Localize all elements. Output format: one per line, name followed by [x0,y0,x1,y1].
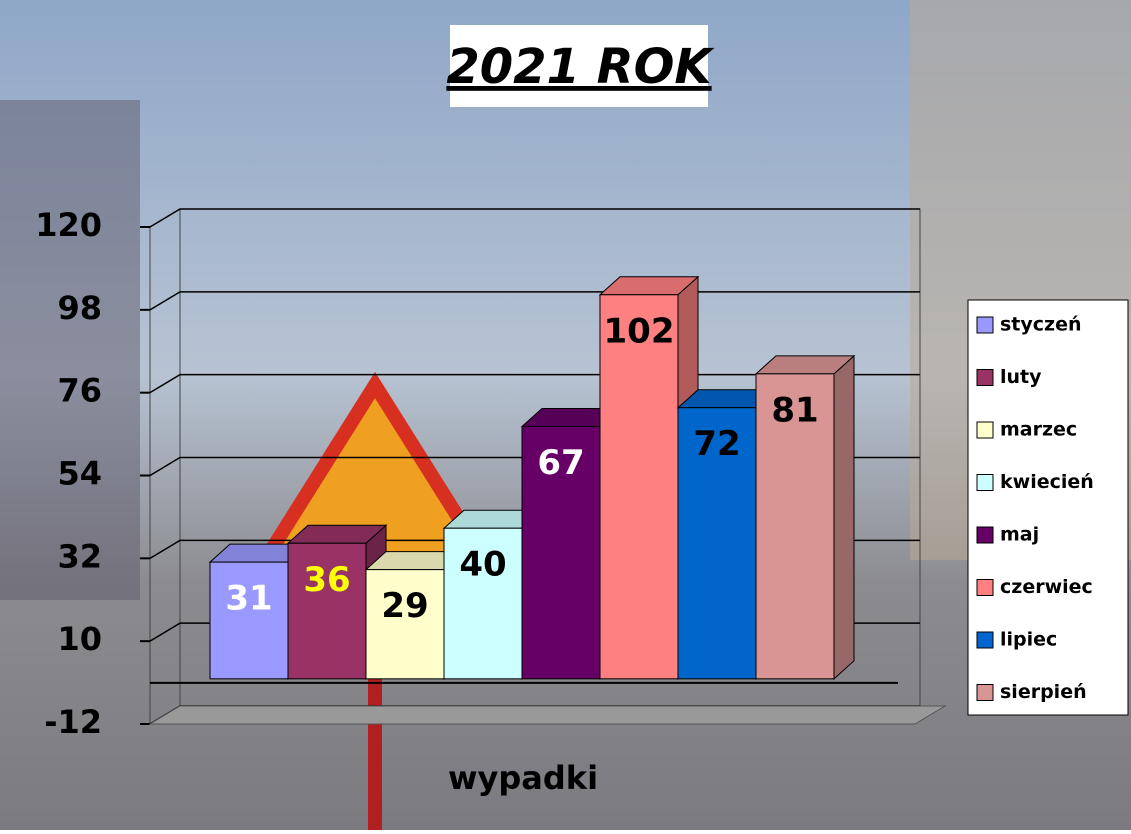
legend-label: sierpień [1000,681,1087,703]
bar-front [600,295,678,679]
chart-title: 2021 ROK [446,39,715,95]
y-tick-label: 32 [57,537,102,575]
floor [150,706,945,724]
legend-label: maj [1000,524,1039,546]
bar-side [834,356,854,679]
data-label: 102 [604,311,675,351]
legend-label: lipiec [1000,629,1057,651]
legend-swatch [977,422,993,438]
data-label: 36 [303,560,350,600]
background-building [0,100,140,600]
legend-swatch [977,685,993,701]
y-tick-label: 120 [35,206,102,244]
data-label: 40 [459,545,506,585]
legend-label: kwiecień [1000,471,1094,493]
x-axis-label: wypadki [448,759,598,797]
y-tick-label: 76 [57,372,102,410]
legend-label: marzec [1000,419,1077,441]
legend-swatch [977,475,993,491]
data-label: 67 [537,443,584,483]
y-tick-label: 10 [57,620,102,658]
y-tick-label: 54 [57,455,102,493]
legend-swatch [977,527,993,543]
data-label: 29 [381,586,428,626]
data-label: 81 [771,390,818,430]
legend-swatch [977,317,993,333]
y-tick-label: 98 [57,289,102,327]
legend-swatch [977,580,993,596]
legend-swatch [977,370,993,386]
chart: 2021 ROK wypadki -12 10 32 54 76 98 120 31 stycz… [0,0,1131,830]
legend-label: czerwiec [1000,576,1093,598]
data-label: 31 [225,579,272,619]
legend-label: styczeń [1000,314,1082,336]
legend [968,300,1128,715]
legend-swatch [977,632,993,648]
data-label: 72 [693,424,740,464]
y-tick-label: -12 [44,703,102,741]
legend-label: luty [1000,366,1042,388]
